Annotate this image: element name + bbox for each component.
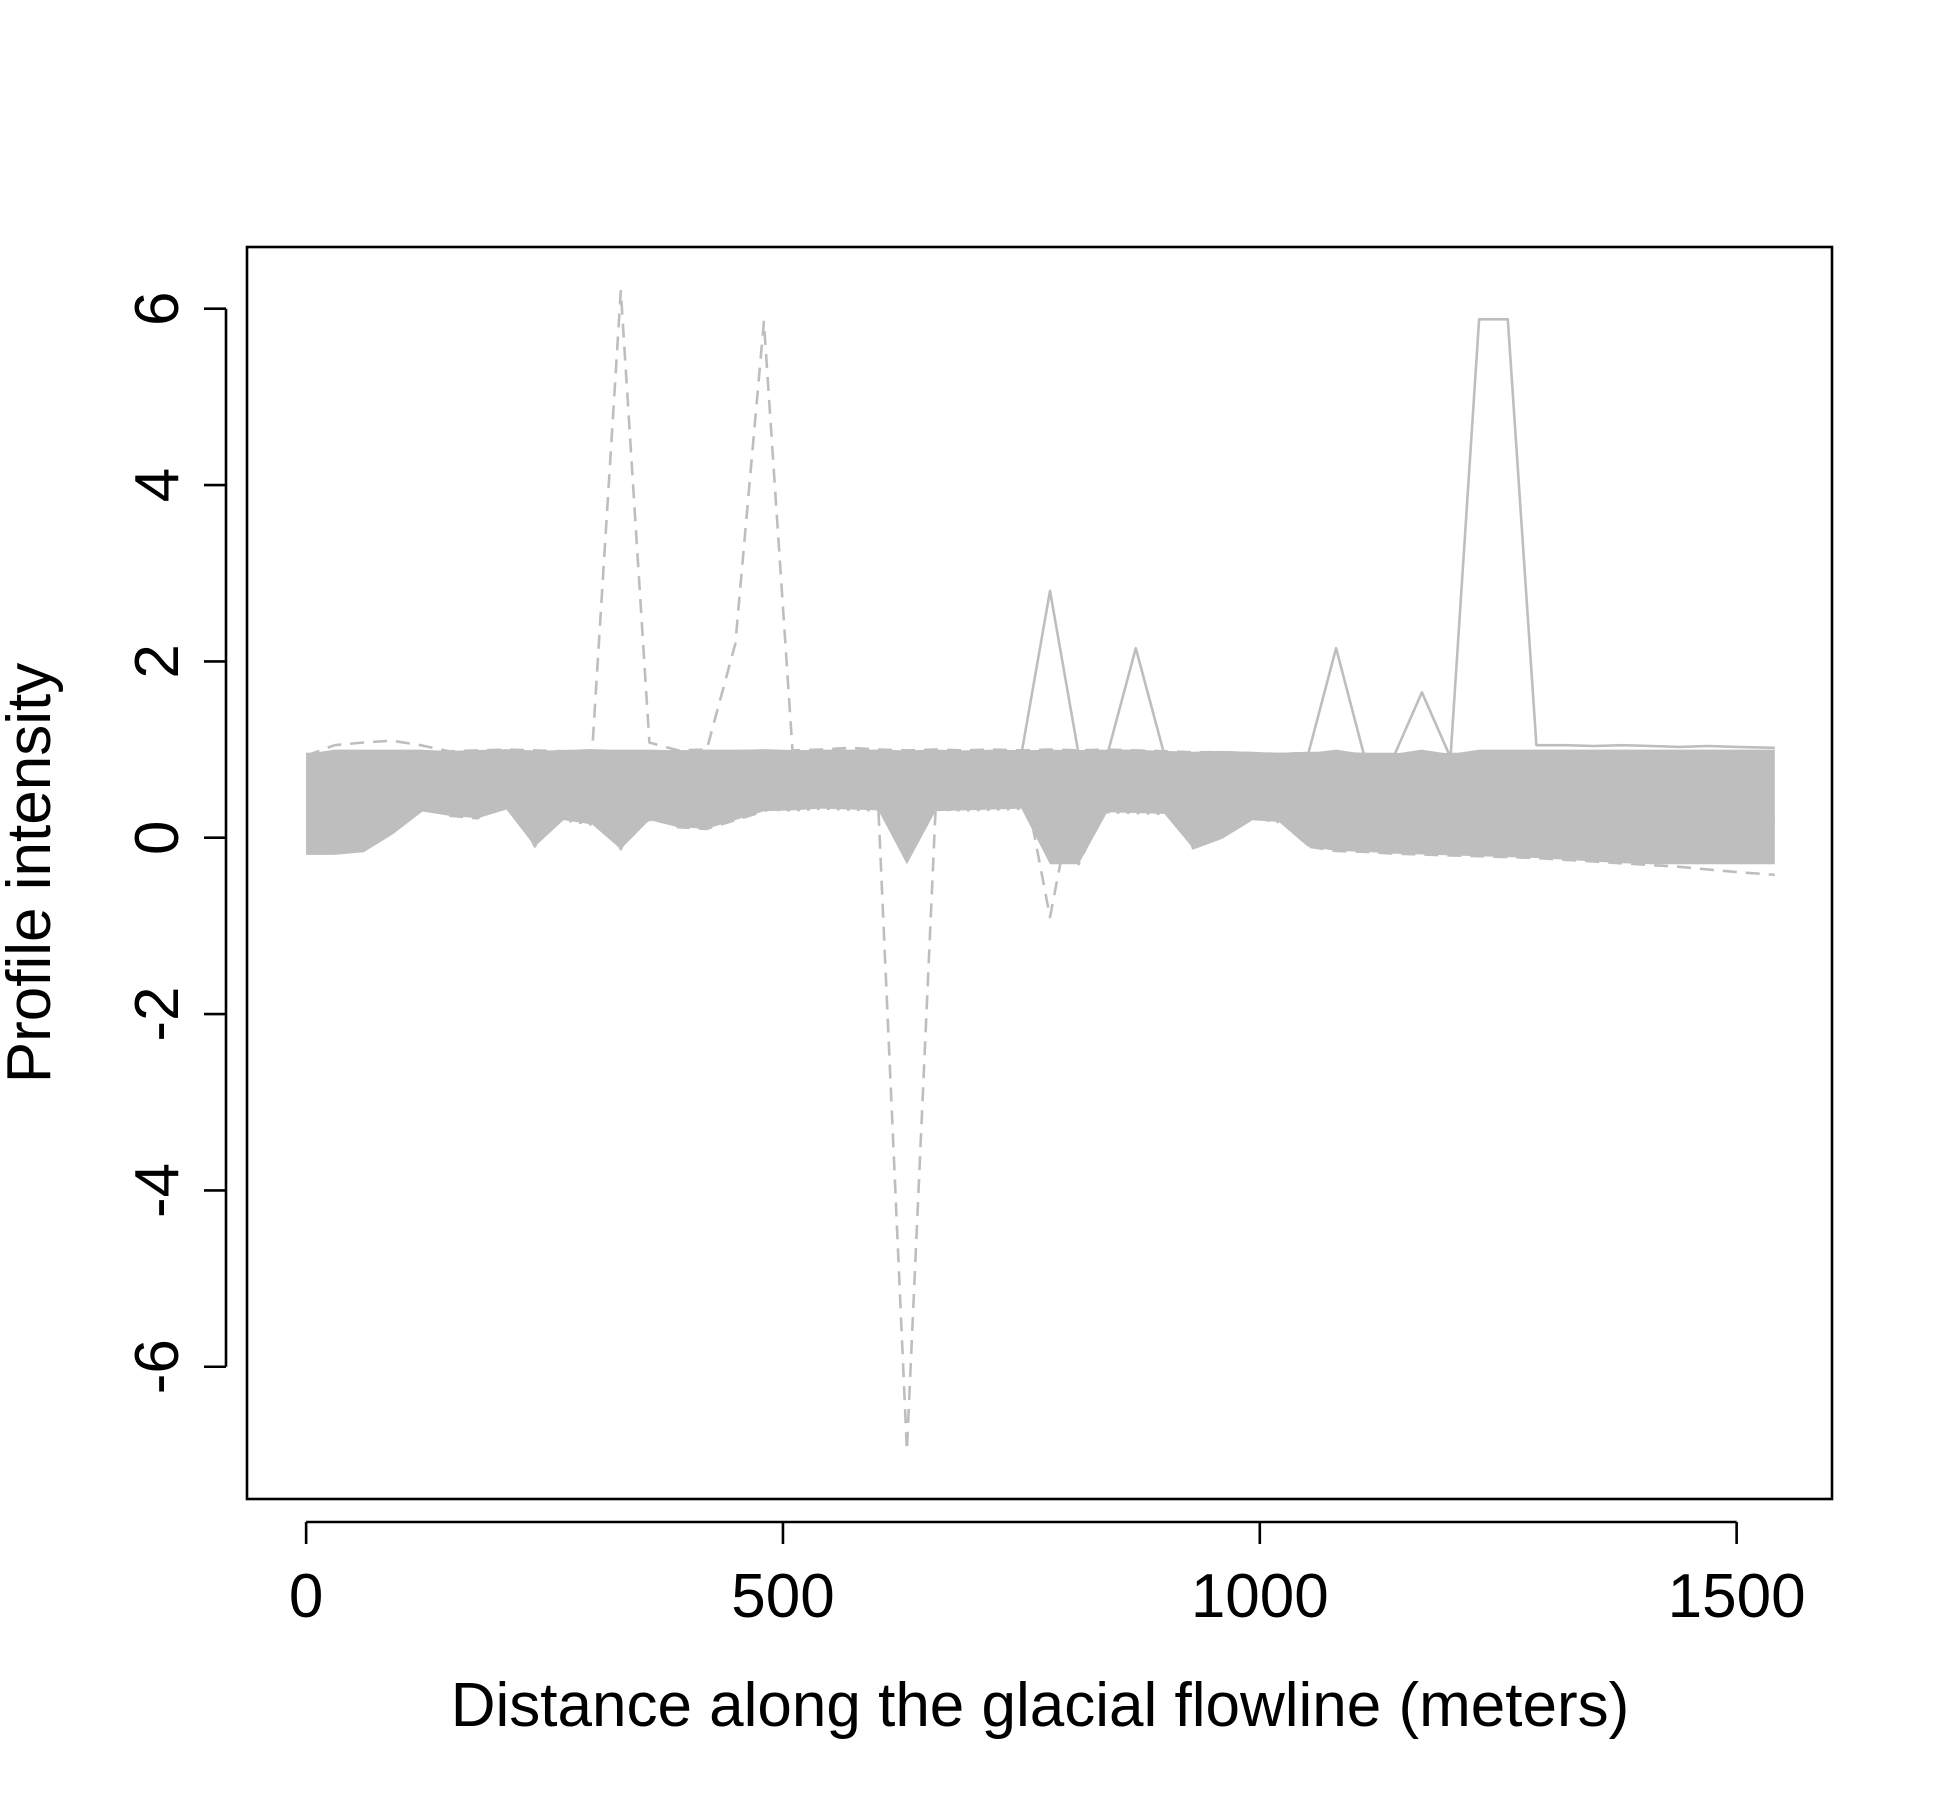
profile-line-10	[305, 760, 1775, 1452]
y-tick-label: -2	[123, 987, 192, 1042]
x-tick-label: 1500	[1668, 1562, 1806, 1631]
profile-line-9	[305, 289, 1775, 758]
x-axis: 0 500 1000 1500	[289, 1520, 1806, 1631]
x-axis-title: Distance along the glacial flowline (met…	[451, 1671, 1630, 1740]
profile-line-7	[306, 318, 1775, 760]
x-tick-label: 1000	[1191, 1562, 1329, 1631]
y-axis: -6 -4 -2 0 2 4 6	[123, 291, 228, 1394]
profile-line-8	[305, 758, 1775, 850]
profile-line-3	[305, 761, 1775, 806]
y-tick-label: 0	[123, 820, 192, 854]
profile-line-4	[305, 771, 1775, 824]
y-tick-label: 6	[123, 291, 192, 325]
profile-line-5	[305, 778, 1775, 838]
y-tick-label: -4	[123, 1163, 192, 1218]
profile-lines	[305, 289, 1775, 1452]
x-tick-label: 0	[289, 1562, 323, 1631]
y-tick-label: 2	[123, 644, 192, 678]
profile-line-6	[306, 787, 1775, 862]
x-tick-label: 500	[731, 1562, 834, 1631]
profile-line-11	[305, 787, 1775, 877]
profile-line-2	[305, 755, 1775, 785]
plot-frame	[245, 245, 1834, 1501]
y-tick-label: 4	[123, 468, 192, 502]
y-tick-label: -6	[123, 1339, 192, 1394]
profile-line-13	[305, 783, 1775, 852]
y-axis-title: Profile intensity	[0, 663, 64, 1083]
